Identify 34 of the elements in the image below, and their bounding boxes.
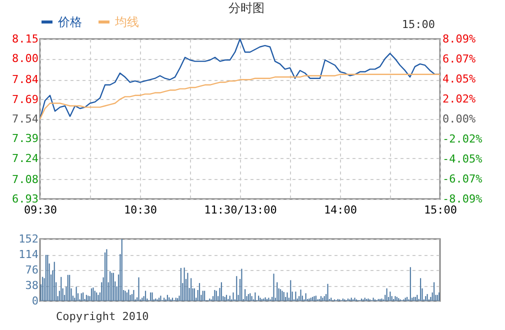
y2-tick-label: -2.02% (442, 132, 483, 146)
y-tick-label: 8.15 (12, 32, 38, 46)
legend-label: 价格 (57, 15, 82, 29)
chart-title: 分时图 (228, 1, 265, 15)
y2-tick-label: 2.02% (442, 92, 476, 106)
x-tick-label: 14:00 (324, 204, 358, 216)
x-tick-label: 09:30 (24, 204, 58, 216)
y-tick-label: 38 (25, 279, 38, 292)
text: Copyright 2010 (56, 310, 149, 323)
y-tick-label: 0 (32, 294, 38, 308)
x-tick-label: 10:30 (124, 204, 158, 216)
line-series (39, 74, 441, 120)
y-tick-label: 7.24 (12, 152, 39, 165)
y-tick-label: 7.69 (12, 92, 38, 106)
y-tick-label: 76 (25, 264, 38, 276)
y2-tick-label: -8.09% (442, 192, 483, 206)
y-tick-label: 6.93 (12, 192, 38, 206)
y-tick-label: 8.00 (12, 52, 38, 66)
text: 15:00 (402, 18, 435, 31)
x-tick-label: 11:30/13:00 (204, 204, 277, 216)
legend-label: 均线 (114, 15, 139, 29)
y2-tick-label: 4.05% (442, 72, 476, 86)
y2-tick-label: 6.07% (442, 52, 476, 66)
y-tick-label: 152 (18, 232, 38, 246)
y-tick-label: 7.84 (12, 73, 39, 86)
y2-tick-label: -6.07% (442, 172, 483, 186)
y-tick-label: 7.54 (12, 112, 39, 126)
y2-tick-label: -4.05% (442, 152, 483, 166)
x-tick-label: 15:00 (424, 204, 458, 216)
y2-tick-label: 0.00% (442, 112, 476, 126)
y-tick-label: 7.39 (12, 132, 38, 146)
y-tick-label: 7.08 (12, 172, 38, 186)
y2-tick-label: 8.09% (442, 32, 476, 46)
y-tick-label: 114 (18, 248, 39, 261)
